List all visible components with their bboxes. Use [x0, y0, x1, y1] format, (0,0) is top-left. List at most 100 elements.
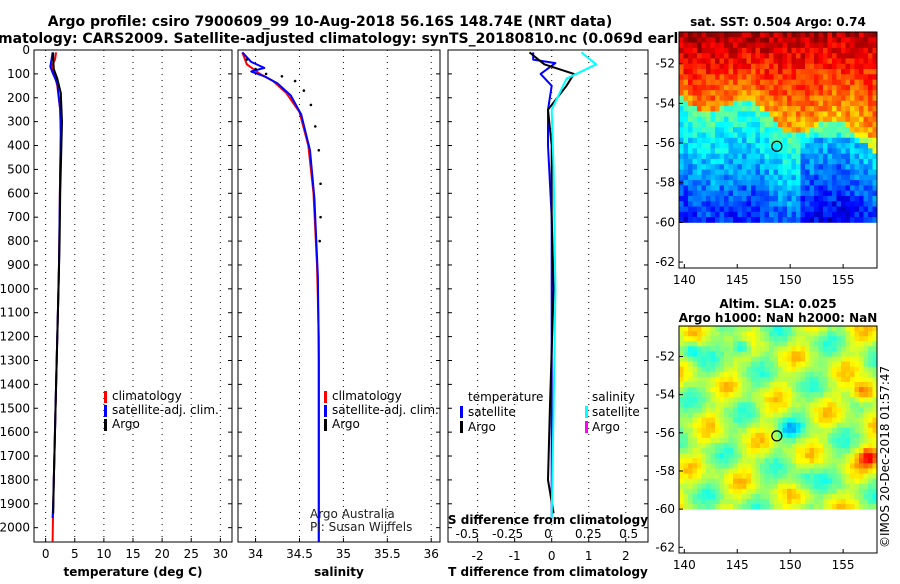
- sst-map-cell: [760, 185, 765, 192]
- sst-map-cell: [854, 169, 860, 176]
- sst-map-cell: [710, 137, 716, 144]
- sla-map-cell: [710, 366, 716, 373]
- sst-map-cell: [868, 201, 873, 207]
- sst-map-cell: [827, 190, 833, 197]
- sla-map-cell: [845, 371, 851, 378]
- sst-map-cell: [863, 217, 869, 223]
- sst-map-cell: [823, 185, 828, 192]
- temp-series-argo: [52, 52, 63, 514]
- sla-map-cell: [719, 361, 725, 368]
- sst-map-cell: [719, 211, 725, 218]
- sla-map-cell: [769, 351, 774, 357]
- sst-map-cell: [724, 217, 729, 223]
- temp-legend-swatch: [104, 419, 107, 431]
- sst-map-cell: [796, 32, 801, 38]
- sst-map-cell: [841, 116, 846, 123]
- sst-map-cell: [818, 127, 824, 133]
- sst-map-cell: [764, 47, 770, 54]
- sla-map-cell: [688, 407, 693, 413]
- sst-map-cell: [710, 158, 716, 165]
- sst-map-cell: [859, 121, 864, 128]
- sst-map-cell: [715, 116, 720, 123]
- sla-map-cell: [845, 356, 851, 363]
- sst-map-cell: [823, 100, 828, 107]
- sla-map-cell: [832, 422, 837, 429]
- sst-map-cell: [710, 206, 716, 213]
- sla-map-cell: [715, 366, 720, 373]
- sst-map-cell: [760, 180, 765, 186]
- sst-map-cell: [697, 195, 702, 202]
- sla-map-cell: [746, 463, 752, 469]
- sst-map-cell: [863, 47, 869, 54]
- sla-map-cell: [692, 427, 698, 434]
- sst-map-cell: [787, 47, 792, 54]
- sst-map-cell: [841, 153, 846, 160]
- sst-map-cell: [715, 195, 720, 202]
- sst-map-cell: [769, 37, 774, 43]
- sla-map-cell: [764, 366, 770, 373]
- sst-map-cell: [814, 201, 819, 207]
- sst-map-cell: [701, 32, 707, 38]
- sla-map-cell: [742, 331, 747, 337]
- sst-map-cell: [841, 195, 846, 202]
- sst-map-cell: [688, 195, 693, 202]
- depth-label: 2000: [0, 521, 30, 535]
- sst-map-cell: [841, 174, 846, 181]
- sla-map-cell: [737, 427, 743, 434]
- sst-map-cell: [832, 201, 837, 207]
- sla-map-cell: [868, 453, 873, 459]
- sla-map-cell: [719, 407, 725, 413]
- sla-map-cell: [724, 498, 729, 505]
- sla-map-cell: [692, 392, 698, 398]
- sla-map-cell: [850, 361, 855, 368]
- sla-map-cell: [773, 331, 779, 337]
- sst-map-cell: [787, 79, 792, 86]
- sst-map-cell: [859, 32, 864, 38]
- sst-map-cell: [872, 153, 878, 160]
- sst-map-cell: [697, 153, 702, 160]
- sla-map-cell: [755, 473, 761, 480]
- sla-map-cell: [818, 387, 824, 393]
- sst-map-cell: [805, 195, 810, 202]
- sst-map-cell: [710, 148, 716, 155]
- sst-map-cell: [755, 153, 761, 160]
- sst-map-cell: [760, 32, 765, 38]
- sla-map-cell: [782, 417, 788, 424]
- sla-map-cell: [836, 376, 842, 383]
- sla-map-cell: [796, 392, 801, 398]
- sst-map-cell: [688, 127, 693, 133]
- sla-map-cell: [823, 443, 828, 449]
- sla-map-cell: [809, 453, 815, 459]
- sla-map-cell: [710, 493, 716, 500]
- sst-map-cell: [697, 217, 702, 223]
- sst-map-cell: [823, 169, 828, 176]
- sst-map-cell: [751, 217, 756, 223]
- sla-map-cell: [872, 473, 878, 480]
- sla-map-cell: [701, 498, 707, 505]
- sst-map-cell: [791, 42, 797, 49]
- sla-map-cell: [800, 417, 806, 424]
- sst-map-cell: [800, 185, 806, 192]
- sla-map-cell: [760, 351, 765, 357]
- sla-map-cell: [679, 397, 684, 403]
- sla-map-cell: [728, 331, 734, 337]
- sst-map-cell: [724, 195, 729, 202]
- sla-map-cell: [809, 478, 815, 485]
- sst-map-cell: [701, 148, 707, 155]
- sla-map-cell: [814, 356, 819, 363]
- sst-map-cell: [809, 53, 815, 59]
- sst-map-cell: [787, 143, 792, 149]
- sst-map-cell: [760, 79, 765, 86]
- temp-xaxis-title: temperature (deg C): [64, 565, 203, 579]
- sst-map-cell: [809, 206, 815, 213]
- sst-map-cell: [809, 121, 815, 128]
- sst-map-cell: [787, 148, 792, 155]
- sst-map-cell: [737, 116, 743, 123]
- sla-map-cell: [868, 488, 873, 495]
- sla-map-cell: [755, 351, 761, 357]
- sla-map-cell: [841, 392, 846, 398]
- sla-map-cell: [701, 402, 707, 408]
- sst-map-cell: [782, 201, 788, 207]
- sla-map-cell: [814, 407, 819, 413]
- sst-map-cell: [827, 116, 833, 123]
